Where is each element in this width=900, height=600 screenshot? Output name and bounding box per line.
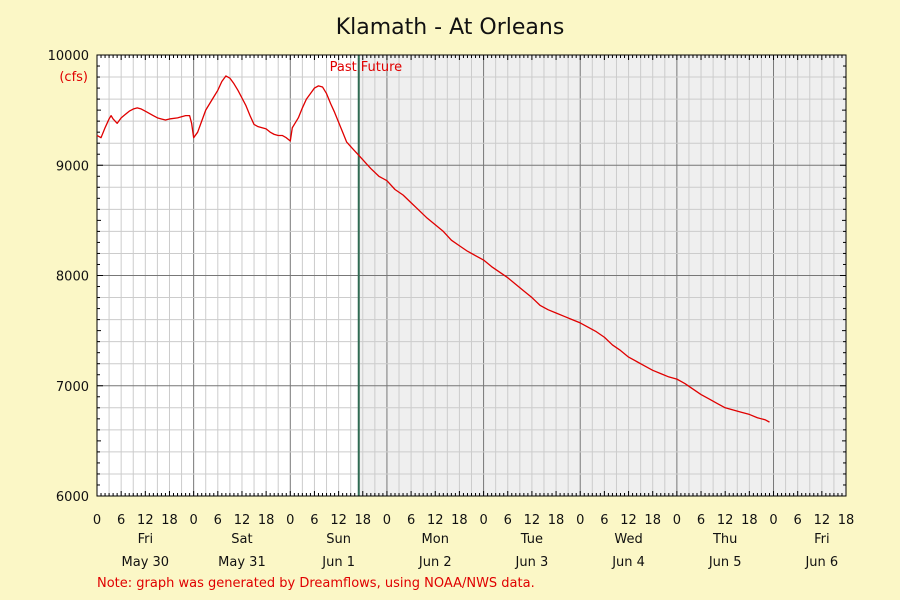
x-hour-tick-label: 12 [427, 513, 444, 528]
x-day-label: Mon [422, 532, 449, 547]
series-line [96, 75, 770, 423]
x-hour-tick-label: 12 [717, 513, 734, 528]
x-hour-tick-label: 0 [286, 513, 294, 528]
x-date-label: May 30 [122, 555, 170, 570]
y-tick-label: 7000 [56, 380, 89, 395]
x-hour-tick-label: 6 [214, 513, 222, 528]
x-day-label: Wed [614, 532, 642, 547]
x-date-label: Jun 1 [321, 555, 355, 570]
x-hour-tick-label: 18 [451, 513, 468, 528]
x-date-label: Jun 5 [708, 555, 742, 570]
x-hour-tick-label: 0 [479, 513, 487, 528]
x-hour-tick-label: 0 [93, 513, 101, 528]
past-label: Past [330, 60, 357, 75]
x-hour-tick-label: 6 [310, 513, 318, 528]
x-hour-tick-label: 12 [234, 513, 251, 528]
x-date-label: Jun 4 [611, 555, 645, 570]
x-hour-tick-label: 6 [117, 513, 125, 528]
x-hour-tick-label: 12 [524, 513, 541, 528]
x-hour-tick-label: 18 [741, 513, 758, 528]
x-hour-tick-label: 18 [258, 513, 275, 528]
x-hour-tick-label: 18 [355, 513, 372, 528]
x-date-label: Jun 3 [515, 555, 549, 570]
x-day-label: Sat [231, 532, 252, 547]
y-tick-label: 9000 [56, 159, 89, 174]
x-day-label: Fri [814, 532, 830, 547]
gridlines [96, 54, 847, 497]
x-hour-tick-label: 0 [769, 513, 777, 528]
x-hour-tick-label: 18 [838, 513, 855, 528]
future-label: Future [361, 60, 402, 75]
x-date-label: Jun 6 [804, 555, 838, 570]
y-tick-label: 8000 [56, 270, 89, 285]
x-hour-tick-label: 12 [137, 513, 154, 528]
series-group [96, 75, 770, 423]
y-tick-label: 6000 [56, 490, 89, 505]
y-axis-label: (cfs) [59, 70, 88, 85]
x-hour-tick-label: 6 [697, 513, 705, 528]
x-date-label: May 31 [218, 555, 266, 570]
x-hour-tick-label: 12 [330, 513, 347, 528]
chart-title: Klamath - At Orleans [336, 15, 565, 40]
y-tick-label: 10000 [48, 49, 89, 64]
x-day-label: Sun [326, 532, 351, 547]
x-day-label: Tue [520, 532, 543, 547]
x-day-label: Fri [138, 532, 154, 547]
x-hour-tick-label: 18 [644, 513, 661, 528]
x-hour-tick-label: 0 [576, 513, 584, 528]
x-hour-tick-label: 6 [407, 513, 415, 528]
x-day-label: Thu [712, 532, 737, 547]
x-date-label: Jun 2 [418, 555, 452, 570]
x-hour-tick-label: 0 [190, 513, 198, 528]
x-hour-tick-label: 0 [673, 513, 681, 528]
x-hour-tick-label: 6 [504, 513, 512, 528]
x-hour-tick-label: 6 [794, 513, 802, 528]
data-source-note: Note: graph was generated by Dreamflows,… [97, 576, 535, 591]
x-hour-tick-label: 12 [814, 513, 831, 528]
x-hour-tick-label: 6 [600, 513, 608, 528]
plot-border [96, 54, 847, 497]
x-hour-tick-label: 18 [161, 513, 178, 528]
x-hour-tick-label: 18 [548, 513, 565, 528]
x-hour-tick-label: 12 [620, 513, 637, 528]
x-hour-tick-label: 0 [383, 513, 391, 528]
